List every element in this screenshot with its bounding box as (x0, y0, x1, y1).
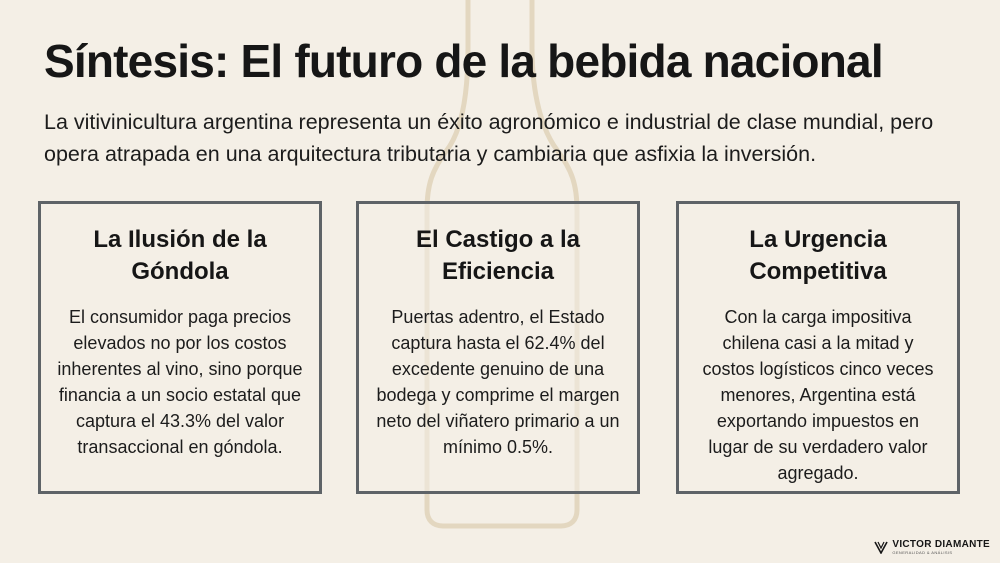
card-body: Con la carga impositiva chilena casi a l… (702, 307, 934, 483)
page-title: Síntesis: El futuro de la bebida naciona… (44, 35, 884, 87)
page-subtitle: La vitivinicultura argentina representa … (44, 110, 934, 166)
card-body: Puertas adentro, el Estado captura hasta… (376, 307, 620, 457)
card-title: La Ilusión de la Góndola (93, 226, 267, 285)
brand-logo: VICTOR DIAMANTE GENERALIDAD & ANÁLISIS (874, 539, 990, 555)
brand-tagline: GENERALIDAD & ANÁLISIS (892, 550, 953, 555)
card-urgencia-competitiva: La Urgencia Competitiva Con la carga imp… (676, 201, 960, 494)
diamond-logo-icon (874, 541, 889, 554)
card-castigo-eficiencia: El Castigo a la Eficiencia Puertas adent… (356, 201, 640, 494)
brand-name: VICTOR DIAMANTE (892, 539, 990, 550)
card-title: El Castigo a la Eficiencia (415, 226, 581, 285)
card-body: El consumidor paga precios elevados no p… (57, 307, 303, 457)
card-illusion-gondola: La Ilusión de la Góndola El consumidor p… (38, 201, 322, 494)
card-title: La Urgencia Competitiva (749, 226, 887, 285)
